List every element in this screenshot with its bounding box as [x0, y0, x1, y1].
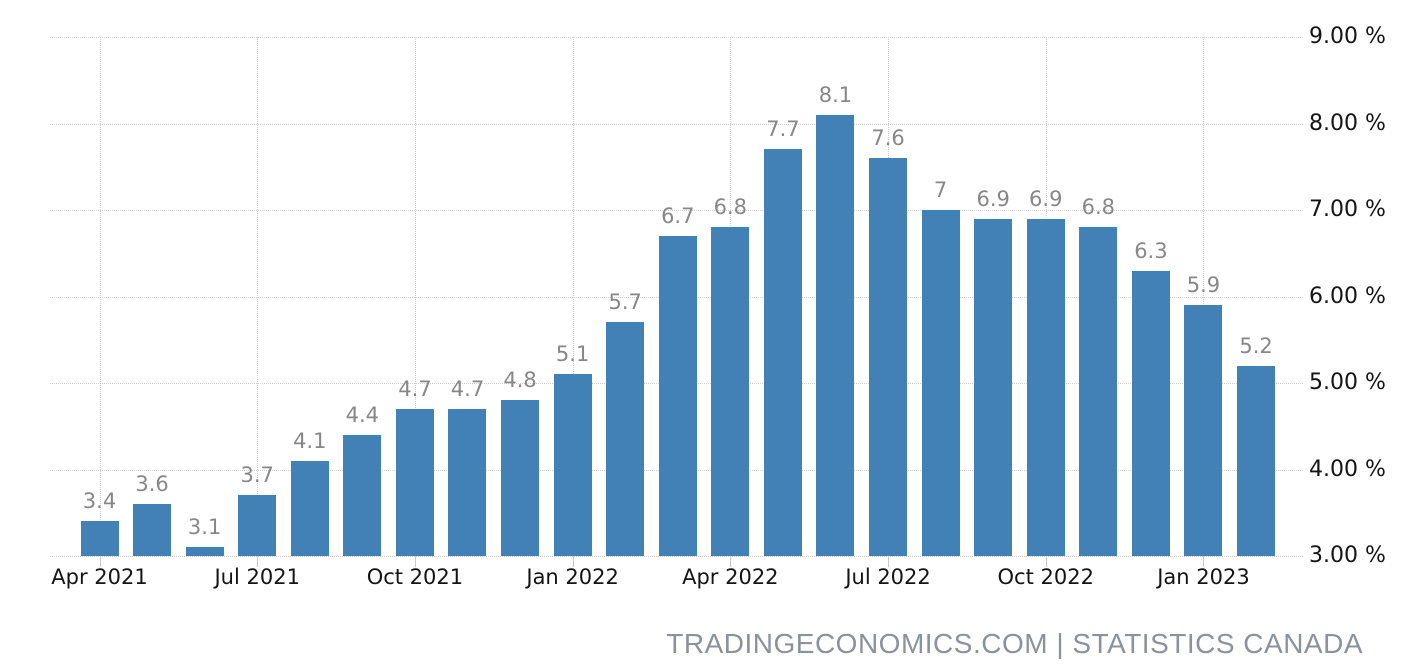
- bar-value-label: 4.1: [293, 428, 327, 453]
- bar-oct-2021[interactable]: [395, 408, 434, 556]
- bar-feb-2023[interactable]: [1237, 365, 1276, 556]
- bar-jun-2021[interactable]: [185, 547, 224, 556]
- x-axis-label: Apr 2022: [682, 565, 779, 589]
- bar-value-label: 6.9: [976, 186, 1010, 211]
- bar-value-label: 6.3: [1134, 238, 1168, 263]
- bar-value-label: 4.7: [398, 376, 432, 401]
- bar-value-label: 3.1: [187, 515, 222, 540]
- y-axis-label: 8.00 %: [1309, 110, 1386, 136]
- x-axis-label: Oct 2022: [997, 565, 1094, 589]
- bar-mar-2022[interactable]: [658, 235, 697, 556]
- bar-sep-2021[interactable]: [343, 434, 382, 556]
- bar-oct-2022[interactable]: [1026, 218, 1065, 556]
- bar-value-label: 3.6: [135, 472, 169, 497]
- bar-value-label: 4.8: [503, 368, 537, 393]
- bar-aug-2022[interactable]: [921, 210, 960, 556]
- y-axis-label: 3.00 %: [1309, 543, 1386, 568]
- x-axis-label: Jan 2022: [526, 565, 619, 589]
- x-axis-tick: [1203, 556, 1205, 567]
- bar-jan-2023[interactable]: [1184, 305, 1223, 556]
- bar-value-label: 6.9: [1029, 186, 1063, 211]
- x-axis-tick: [1045, 556, 1047, 567]
- bar-jan-2022[interactable]: [553, 374, 592, 556]
- bar-value-label: 6.8: [713, 195, 748, 220]
- bar-value-label: 3.4: [82, 489, 117, 514]
- bar-value-label: 5.7: [608, 290, 642, 315]
- bar-value-label: 4.4: [345, 402, 380, 427]
- x-axis-tick: [888, 556, 890, 567]
- bar-nov-2022[interactable]: [1079, 227, 1118, 556]
- bar-value-label: 5.1: [555, 342, 590, 367]
- bar-sep-2022[interactable]: [974, 218, 1013, 556]
- bar-value-label: 3.7: [240, 463, 274, 488]
- y-axis-label: 9.00 %: [1309, 24, 1386, 49]
- y-axis-label: 5.00 %: [1309, 370, 1386, 395]
- x-axis-tick: [257, 556, 259, 567]
- bar-value-label: 5.2: [1239, 333, 1273, 358]
- bar-may-2022[interactable]: [763, 149, 802, 556]
- bar-aug-2021[interactable]: [290, 460, 329, 556]
- bar-value-label: 7.6: [871, 126, 905, 151]
- y-gridline: [50, 123, 1303, 125]
- bar-apr-2022[interactable]: [711, 227, 750, 556]
- bar-value-label: 8.1: [818, 82, 853, 107]
- bar-value-label: 4.7: [450, 376, 485, 401]
- x-axis-tick: [572, 556, 574, 567]
- bar-value-label: 6.8: [1081, 195, 1116, 220]
- bar-value-label: 7.7: [766, 117, 800, 142]
- bar-jun-2022[interactable]: [816, 114, 855, 556]
- attribution-text: TRADINGECONOMICS.COM | STATISTICS CANADA: [666, 628, 1363, 659]
- bar-jul-2021[interactable]: [238, 495, 277, 556]
- y-axis-label: 6.00 %: [1309, 283, 1386, 309]
- y-gridline: [50, 210, 1303, 211]
- bar-value-label: 5.9: [1186, 273, 1221, 298]
- bar-apr-2021[interactable]: [80, 521, 119, 556]
- x-axis-label: Jul 2022: [845, 565, 931, 589]
- bar-feb-2022[interactable]: [606, 322, 645, 556]
- bar-value-label: 6.7: [661, 203, 695, 228]
- x-axis-label: Oct 2021: [366, 565, 464, 589]
- y-axis-label: 7.00 %: [1309, 197, 1386, 222]
- bar-value-label: 7: [933, 178, 948, 202]
- bar-dec-2022[interactable]: [1131, 270, 1170, 556]
- y-gridline: [50, 556, 1303, 557]
- bar-dec-2021[interactable]: [501, 400, 540, 556]
- x-axis-label: Jul 2021: [214, 565, 300, 589]
- y-gridline: [50, 37, 1303, 38]
- x-axis-tick: [730, 556, 732, 567]
- x-axis-label: Jan 2023: [1157, 565, 1250, 589]
- y-axis-label: 4.00 %: [1309, 456, 1386, 482]
- bar-jul-2022[interactable]: [869, 158, 908, 556]
- x-axis-label: Apr 2021: [51, 565, 148, 589]
- bar-may-2021[interactable]: [133, 504, 172, 556]
- bar-nov-2021[interactable]: [448, 408, 487, 556]
- x-axis-tick: [99, 556, 101, 567]
- x-axis-tick: [414, 556, 416, 567]
